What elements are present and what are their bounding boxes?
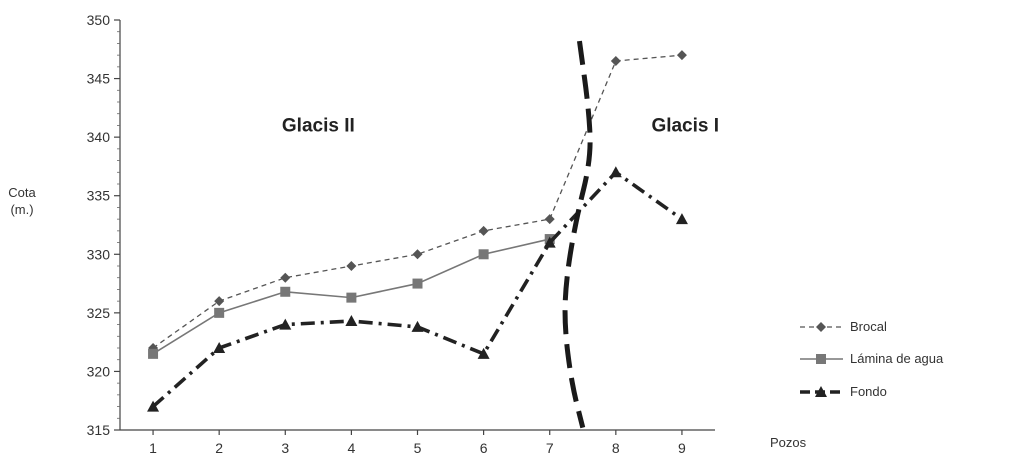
region-label-glacis-2: Glacis II <box>282 115 355 136</box>
y-tick-label: 330 <box>87 246 111 262</box>
legend: Brocal Lámina de agua Fondo <box>800 319 944 399</box>
x-tick-label: 3 <box>281 440 289 456</box>
x-tick-label: 1 <box>149 440 157 456</box>
data-point-fondo <box>609 166 622 178</box>
legend-label-lamina-de-agua: Lámina de agua <box>850 351 944 366</box>
y-tick-label: 350 <box>87 12 111 28</box>
x-tick-label: 6 <box>480 440 488 456</box>
plot-area <box>147 40 688 429</box>
y-axis-title-line-1: Cota <box>8 185 36 200</box>
legend-swatch-fondo <box>800 386 843 397</box>
y-tick-label: 340 <box>87 129 111 145</box>
legend-marker-lamina-de-agua <box>816 354 826 364</box>
legend-marker-brocal <box>816 322 826 332</box>
data-point-brocal <box>610 56 621 66</box>
x-tick-label: 7 <box>546 440 554 456</box>
x-tick-label: 5 <box>414 440 422 456</box>
data-point-brocal <box>346 261 357 271</box>
data-point-lamina-de-agua <box>478 249 489 260</box>
data-point-brocal <box>544 214 555 225</box>
data-point-fondo <box>477 347 490 359</box>
data-point-fondo <box>279 318 292 330</box>
data-point-fondo <box>675 213 688 225</box>
region-label-glacis-1: Glacis I <box>651 115 719 136</box>
x-tick-label: 8 <box>612 440 620 456</box>
data-point-brocal <box>280 272 291 283</box>
legend-label-fondo: Fondo <box>850 384 887 399</box>
x-tick-label: 9 <box>678 440 686 456</box>
series-line-fondo <box>151 169 683 408</box>
y-axis-title-line-2: (m.) <box>10 202 33 217</box>
y-tick-label: 320 <box>87 363 111 379</box>
legend-label-brocal: Brocal <box>850 319 887 334</box>
legend-swatch-brocal <box>800 322 843 332</box>
data-point-brocal <box>412 249 423 260</box>
x-axis-title: Pozos <box>770 435 807 450</box>
data-point-fondo <box>543 236 556 248</box>
data-point-fondo <box>213 342 226 353</box>
data-point-lamina-de-agua <box>412 278 423 289</box>
data-point-lamina-de-agua <box>346 292 357 303</box>
legend-marker-fondo <box>815 386 827 397</box>
data-point-brocal <box>478 225 489 236</box>
data-point-fondo <box>345 315 358 327</box>
x-tick-label: 4 <box>347 440 355 456</box>
y-tick-label: 325 <box>87 305 111 321</box>
data-point-lamina-de-agua <box>214 307 225 318</box>
series-line-brocal <box>152 54 683 349</box>
y-tick-label: 315 <box>87 422 111 438</box>
data-point-brocal <box>676 50 687 61</box>
x-tick-label: 2 <box>215 440 223 456</box>
y-tick-label: 345 <box>87 71 111 87</box>
data-point-lamina-de-agua <box>148 348 159 359</box>
legend-swatch-lamina-de-agua <box>800 354 843 364</box>
data-point-fondo <box>147 400 160 412</box>
glacis-boundary-line <box>562 40 593 429</box>
y-tick-label: 335 <box>87 188 111 204</box>
data-point-brocal <box>214 296 225 307</box>
data-point-fondo <box>411 320 424 332</box>
data-point-lamina-de-agua <box>280 286 291 297</box>
